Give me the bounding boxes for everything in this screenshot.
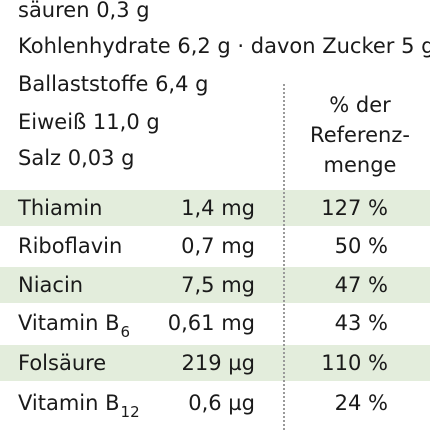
vitamin-amount: 7,5 mg (181, 273, 255, 297)
vitamin-subscript: 6 (120, 323, 131, 341)
vitamin-subscript: 12 (120, 403, 140, 421)
vitamin-amount: 0,61 mg (167, 311, 255, 335)
vitamin-row-folsaeure: Folsäure 219 µg 110 % (0, 345, 430, 381)
nutrition-line-ballaststoffe: Ballaststoffe 6,4 g (18, 72, 209, 96)
reference-header-line-1: % der (329, 93, 391, 117)
vitamin-percent: 127 % (321, 196, 388, 220)
vitamin-name: Vitamin B12 (18, 391, 140, 421)
vitamin-row-b12: Vitamin B12 0,6 µg 24 % (0, 385, 430, 421)
nutrition-line-kohlenhydrate: Kohlenhydrate 6,2 g · davon Zucker 5 g (18, 34, 430, 58)
vitamin-name: Riboflavin (18, 234, 123, 258)
nutrition-line-eiweiss: Eiweiß 11,0 g (18, 110, 160, 134)
vitamin-name: Niacin (18, 273, 84, 297)
vitamin-percent: 43 % (334, 311, 388, 335)
vitamin-amount: 219 µg (181, 351, 255, 375)
nutrition-line-saeuren: säuren 0,3 g (18, 0, 150, 22)
nutrition-line-salz: Salz 0,03 g (18, 146, 135, 170)
vitamin-name: Folsäure (18, 351, 107, 375)
vitamin-percent: 24 % (334, 391, 388, 415)
vitamin-row-niacin: Niacin 7,5 mg 47 % (0, 267, 430, 303)
reference-header-line-3: menge (323, 153, 397, 177)
column-divider (283, 84, 285, 430)
vitamin-name: Thiamin (18, 196, 103, 220)
vitamin-amount: 0,7 mg (181, 234, 255, 258)
vitamin-amount: 0,6 µg (188, 391, 255, 415)
vitamin-percent: 110 % (321, 351, 388, 375)
vitamin-row-riboflavin: Riboflavin 0,7 mg 50 % (0, 228, 430, 264)
vitamin-row-thiamin: Thiamin 1,4 mg 127 % (0, 190, 430, 226)
vitamin-name: Vitamin B6 (18, 311, 131, 341)
reference-amount-header: % der Referenz- menge (300, 90, 420, 180)
vitamin-row-b6: Vitamin B6 0,61 mg 43 % (0, 305, 430, 341)
vitamin-percent: 47 % (334, 273, 388, 297)
vitamin-amount: 1,4 mg (181, 196, 255, 220)
vitamin-percent: 50 % (334, 234, 388, 258)
reference-header-line-2: Referenz- (310, 123, 410, 147)
